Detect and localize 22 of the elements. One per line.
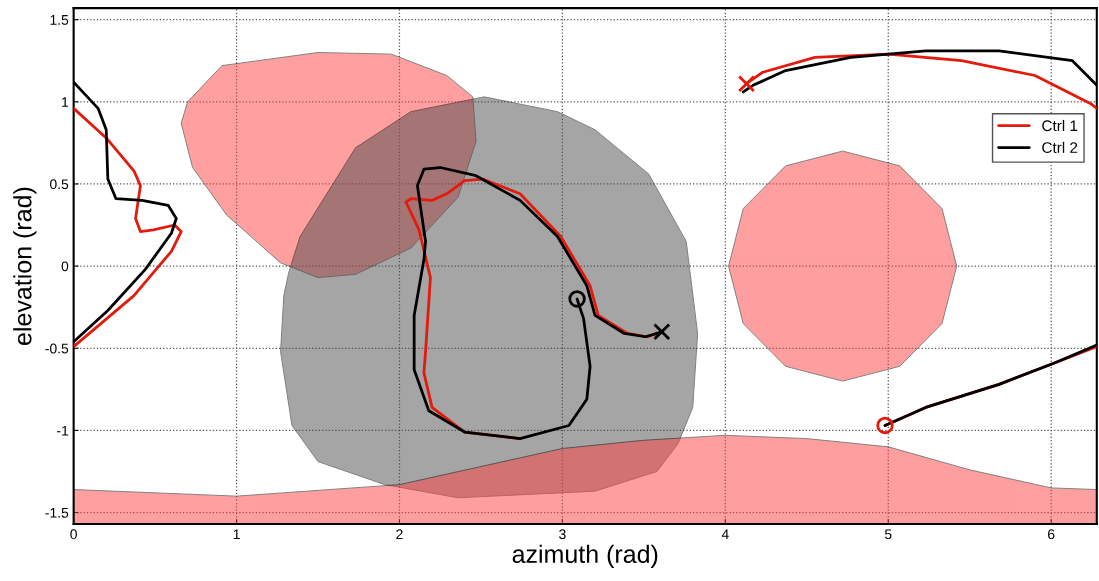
x-tick-label: 3 xyxy=(559,529,566,540)
x-tick-label: 1 xyxy=(233,529,240,539)
y-tick-label: -0.5 xyxy=(45,343,69,354)
x-tick-label: 6 xyxy=(1048,529,1055,540)
legend-label: Ctrl 2 xyxy=(1042,141,1078,154)
y-tick-label: 0.5 xyxy=(50,179,69,190)
y-tick-label: 1.5 xyxy=(50,15,69,25)
point xyxy=(568,290,586,308)
y-axis-title: elevation (rad) xyxy=(13,187,37,345)
x-axis-title: azimuth (rad) xyxy=(512,544,658,568)
y-tick-label: -1 xyxy=(57,425,69,436)
point xyxy=(876,416,894,435)
y-tick-label: -1.5 xyxy=(45,508,69,518)
x-tick-label: 5 xyxy=(884,529,892,540)
point xyxy=(737,75,756,93)
y-tick-label: 1 xyxy=(62,97,69,107)
x-tick-label: 0 xyxy=(70,529,77,540)
point xyxy=(653,323,671,341)
x-tick-label: 2 xyxy=(396,529,403,539)
legend-label: Ctrl 1 xyxy=(1042,119,1078,132)
x-tick-label: 4 xyxy=(721,529,729,539)
y-tick-label: 0 xyxy=(61,261,69,272)
